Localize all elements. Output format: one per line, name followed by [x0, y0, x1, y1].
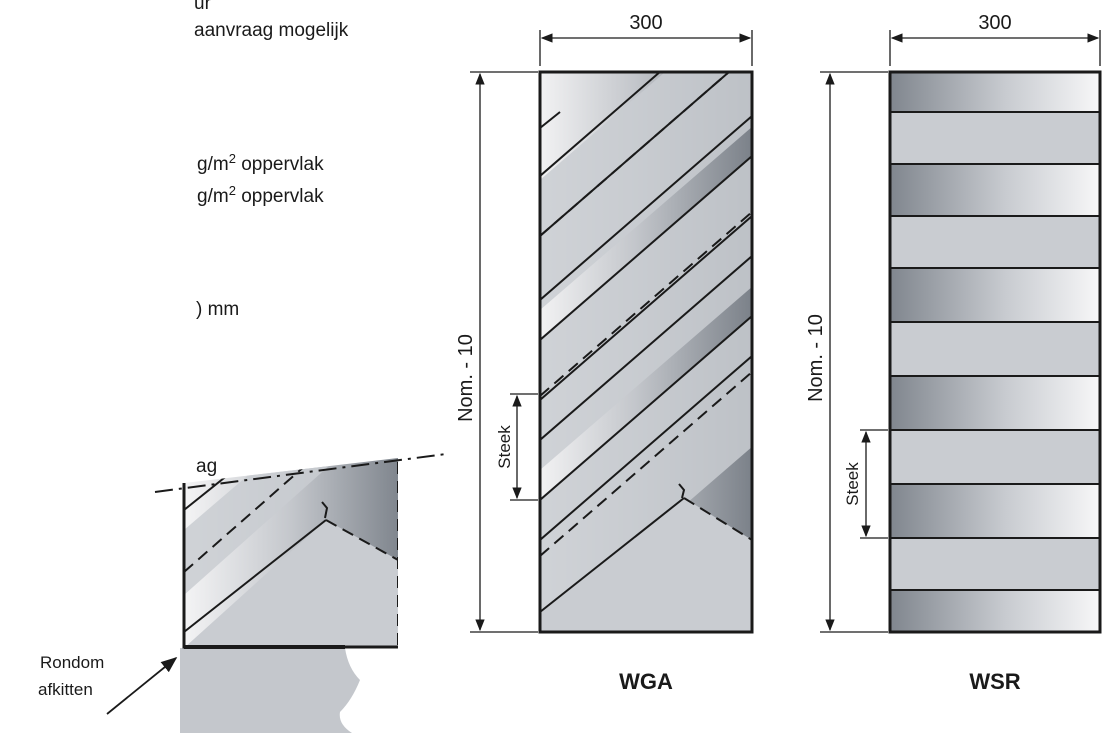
wsr-pitch-label: Steek [843, 462, 862, 506]
text-line-6: ag [196, 456, 218, 477]
wsr-band-lines [890, 111, 1100, 591]
wsr-width-dimension: 300 [889, 12, 1101, 66]
detail-view: Rondom afkitten [38, 453, 447, 733]
wsr-name: WSR [969, 669, 1020, 694]
wga-element: 300 Nom. - 10 Steek WGA [455, 12, 754, 694]
wga-pitch-dimension: Steek [495, 393, 538, 501]
text-line-1: ur [194, 0, 211, 14]
wga-width-dimension: 300 [539, 12, 753, 66]
wsr-outline [888, 70, 1102, 634]
wsr-height-dimension: Nom. - 10 [805, 71, 888, 633]
detail-label-2: afkitten [38, 680, 93, 699]
wsr-width-label: 300 [978, 12, 1011, 34]
wga-height-dimension: Nom. - 10 [455, 71, 538, 633]
wga-pitch-label: Steek [495, 425, 514, 469]
detail-arrow [106, 656, 178, 715]
text-line-4: g/m2 oppervlak [197, 183, 324, 207]
wsr-element: 300 Nom. - 10 Steek WSR [805, 12, 1102, 694]
text-line-3: g/m2 oppervlak [197, 151, 324, 175]
detail-label-1: Rondom [40, 653, 104, 672]
text-line-2: aanvraag mogelijk [194, 20, 349, 41]
wsr-height-label: Nom. - 10 [805, 314, 827, 402]
wga-name: WGA [619, 669, 673, 694]
wga-outline [538, 70, 754, 634]
wga-dashed-lines [540, 72, 752, 632]
wsr-pitch-dimension: Steek [843, 429, 888, 539]
detail-cut-line [154, 453, 447, 493]
wga-height-label: Nom. - 10 [455, 334, 477, 422]
text-line-5: ) mm [196, 299, 240, 320]
detail-wall [180, 648, 360, 733]
wsr-dark-bands [890, 72, 1100, 632]
wga-width-label: 300 [629, 12, 662, 34]
